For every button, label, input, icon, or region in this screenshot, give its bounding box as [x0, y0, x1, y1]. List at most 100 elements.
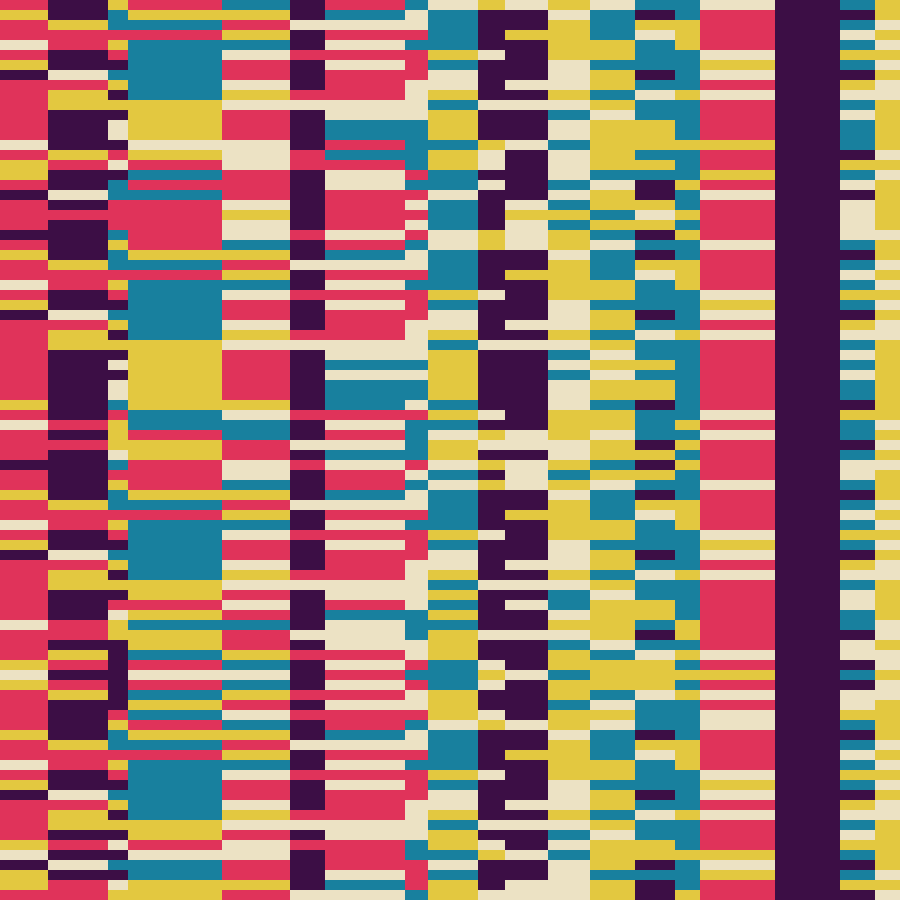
color-bar — [635, 830, 700, 840]
color-bar — [478, 550, 548, 560]
color-bar — [635, 210, 675, 220]
color-bar — [548, 230, 590, 240]
color-bar — [325, 720, 405, 730]
color-bar — [548, 540, 590, 550]
color-bar — [290, 150, 325, 160]
color-bar — [700, 480, 775, 490]
color-bar — [505, 880, 590, 890]
color-bar — [775, 890, 875, 900]
color-bar — [0, 830, 48, 840]
color-bar — [478, 820, 590, 830]
color-bar — [875, 580, 900, 590]
color-bar — [590, 650, 635, 660]
color-bar — [405, 840, 428, 850]
color-bar — [222, 470, 290, 480]
color-bar — [128, 680, 222, 690]
color-bar — [128, 670, 290, 680]
color-bar — [700, 700, 775, 710]
color-bar — [635, 490, 675, 500]
color-bar — [635, 250, 675, 260]
color-bar — [325, 80, 405, 90]
color-bar — [290, 430, 325, 440]
color-bar — [48, 780, 128, 790]
color-bar — [700, 730, 775, 740]
color-bar — [0, 130, 48, 140]
color-bar — [548, 740, 590, 750]
color-bar — [108, 500, 222, 510]
color-bar — [128, 720, 222, 730]
color-bar — [405, 780, 428, 790]
color-bar — [405, 320, 478, 330]
color-bar — [590, 500, 635, 510]
color-bar — [700, 660, 775, 670]
color-bar — [700, 580, 775, 590]
color-bar — [478, 560, 505, 570]
color-bar — [48, 820, 222, 830]
color-bar — [325, 750, 428, 760]
color-bar — [428, 470, 478, 480]
color-bar — [675, 570, 700, 580]
color-bar — [775, 460, 840, 470]
color-bar — [635, 720, 700, 730]
color-bar — [505, 290, 548, 300]
color-bar — [635, 40, 675, 50]
color-bar — [0, 560, 108, 570]
color-bar — [290, 120, 325, 130]
color-bar — [635, 180, 675, 190]
color-bar — [290, 10, 325, 20]
color-bar — [108, 50, 128, 60]
color-bar — [775, 420, 840, 430]
color-bar — [505, 560, 590, 570]
color-bar — [108, 520, 128, 530]
color-bar — [875, 180, 900, 190]
color-bar — [222, 90, 290, 100]
color-bar — [875, 10, 900, 20]
color-bar — [875, 740, 900, 750]
color-bar — [325, 390, 428, 400]
color-bar — [48, 840, 108, 850]
color-bar — [0, 640, 48, 650]
color-bar — [428, 70, 478, 80]
color-bar — [325, 680, 405, 690]
color-bar — [428, 740, 478, 750]
color-bar — [675, 450, 700, 460]
color-bar — [700, 10, 775, 20]
color-bar — [840, 780, 875, 790]
color-bar — [635, 230, 675, 240]
color-bar — [222, 700, 290, 710]
color-bar — [775, 120, 840, 130]
color-bar — [840, 770, 900, 780]
color-bar — [428, 450, 478, 460]
color-bar — [875, 490, 900, 500]
color-bar — [0, 630, 108, 640]
color-bar — [505, 220, 548, 230]
color-bar — [0, 600, 48, 610]
color-bar — [478, 170, 548, 180]
color-bar — [840, 700, 875, 710]
color-bar — [700, 240, 775, 250]
color-bar — [700, 520, 775, 530]
color-bar — [478, 260, 548, 270]
color-bar — [478, 760, 548, 770]
color-bar — [222, 680, 290, 690]
color-bar — [405, 570, 428, 580]
color-bar — [108, 860, 222, 870]
color-bar — [635, 30, 675, 40]
color-bar — [325, 700, 428, 710]
color-bar — [108, 380, 128, 390]
color-bar — [108, 620, 128, 630]
color-bar — [675, 310, 700, 320]
color-bar — [0, 430, 48, 440]
color-bar — [478, 580, 590, 590]
color-bar — [505, 470, 548, 480]
color-bar — [222, 100, 428, 110]
color-bar — [405, 420, 478, 430]
color-bar — [635, 590, 700, 600]
color-bar — [775, 630, 875, 640]
color-bar — [478, 190, 548, 200]
color-bar — [775, 780, 840, 790]
color-bar — [505, 670, 548, 680]
color-bar — [222, 480, 290, 490]
color-bar — [325, 190, 428, 200]
color-bar — [548, 520, 635, 530]
